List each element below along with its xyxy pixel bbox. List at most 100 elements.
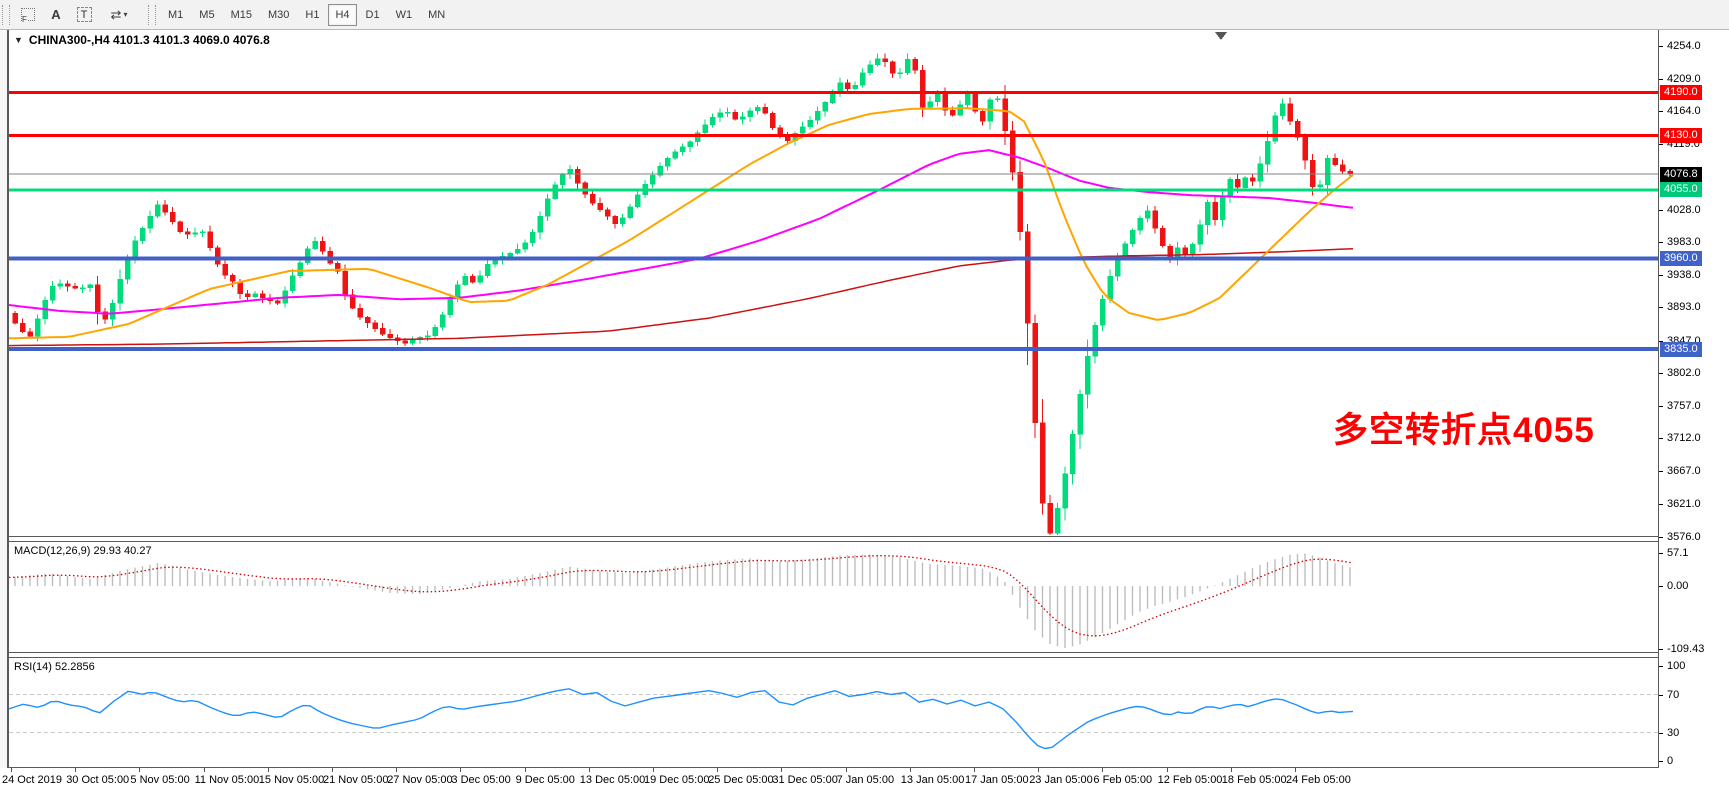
rsi-chart[interactable]	[9, 658, 1658, 767]
chart-symbol-header: ▼ CHINA300-,H4 4101.3 4101.3 4069.0 4076…	[14, 33, 270, 47]
date-tick	[909, 768, 911, 772]
price-tick-label-tick	[1659, 340, 1663, 342]
shift-marker-icon	[1215, 32, 1227, 40]
timeframe-button-h1[interactable]: H1	[305, 8, 320, 21]
price-tick-label-tick	[1659, 111, 1663, 113]
text-label-tool-icon[interactable]: T	[71, 3, 97, 27]
candles-group	[12, 53, 1353, 535]
timeframe-button-w1[interactable]: W1	[395, 8, 413, 21]
price-tick-label: 3712.0	[1667, 432, 1701, 445]
price-tick-label: 3621.0	[1667, 498, 1701, 511]
date-tick	[75, 768, 77, 772]
date-label: 9 Dec 05:00	[515, 774, 575, 786]
date-label: 17 Jan 05:00	[965, 774, 1029, 786]
rsi-line	[9, 688, 1354, 750]
rsi-indicator-label: RSI(14) 52.2856	[14, 661, 95, 673]
macd-tick-label: 0.00	[1667, 580, 1689, 592]
date-tick	[11, 768, 12, 772]
price-tick-label: 3893.0	[1667, 301, 1701, 314]
chart-toolbar: F A T ⇄ ▾ M1 M5 M15 M30 H1 H4 D1 W1 MN	[0, 0, 1729, 30]
candlestick-chart[interactable]	[9, 30, 1658, 535]
date-tick	[267, 768, 269, 772]
rsi-tick-label-tick	[1659, 694, 1663, 696]
price-badge-4055.0: 4055.0	[1660, 182, 1702, 198]
date-label: 13 Jan 05:00	[900, 774, 965, 786]
timeframe-button-m15[interactable]: M15	[230, 8, 252, 21]
date-tick	[1166, 768, 1168, 772]
date-label: 12 Feb 05:00	[1157, 774, 1223, 786]
macd-tick-label-tick	[1659, 586, 1663, 587]
price-tick-label: 3667.0	[1667, 464, 1701, 477]
toolbar-grip-handle-2[interactable]	[148, 4, 156, 25]
macd-tick-label-tick	[1659, 553, 1663, 555]
timeframe-button-d1[interactable]: D1	[365, 8, 380, 21]
date-label: 5 Nov 05:00	[130, 774, 190, 786]
price-tick-label: 4164.0	[1667, 105, 1701, 118]
text-label-box: T	[76, 7, 92, 22]
macd-chart[interactable]	[9, 542, 1658, 652]
date-label: 21 Nov 05:00	[323, 774, 389, 786]
timeframe-button-mn[interactable]: MN	[428, 8, 446, 21]
macd-indicator-pane[interactable]: MACD(12,26,9) 29.93 40.27	[9, 541, 1658, 653]
collapse-chart-icon[interactable]: ▼	[14, 35, 23, 45]
date-tick	[1295, 768, 1296, 772]
date-label: 11 Nov 05:00	[194, 774, 260, 786]
date-tick	[1230, 768, 1232, 772]
price-badge-3835.0: 3835.0	[1660, 341, 1702, 357]
price-tick-label-tick	[1659, 46, 1663, 47]
grid-icon-box: F	[21, 8, 35, 24]
price-tick-label-tick	[1659, 143, 1663, 145]
date-tick	[396, 768, 398, 772]
chevron-down-icon: ▾	[123, 10, 128, 19]
price-tick-label: 3983.0	[1667, 236, 1701, 249]
price-tick-label: 4028.0	[1667, 203, 1701, 216]
date-label: 30 Oct 05:00	[66, 774, 130, 786]
arrows-glyph: ⇄	[110, 6, 122, 22]
date-label: 3 Dec 05:00	[451, 774, 511, 786]
price-tick-label-tick	[1659, 242, 1663, 244]
price-axis[interactable]: 4254.0 4209.0 4164.0 4119.0 4028.0 3983.0 3938…	[1658, 30, 1729, 768]
date-label: 25 Dec 05:00	[708, 774, 774, 786]
price-tick-label-tick	[1659, 78, 1663, 80]
rsi-indicator-pane[interactable]: RSI(14) 52.2856	[9, 657, 1658, 768]
arrows-tool-icon[interactable]: ⇄ ▾	[99, 3, 139, 27]
price-tick-label-tick	[1659, 470, 1663, 472]
rsi-tick-label-tick	[1659, 732, 1663, 734]
price-tick-label: 4254.0	[1667, 40, 1701, 52]
price-tick-label: 4209.0	[1667, 72, 1701, 85]
date-label: 13 Dec 05:00	[579, 774, 646, 786]
rsi-tick-label-tick	[1659, 761, 1663, 762]
timeframe-button-h4[interactable]: H4	[328, 3, 357, 26]
timeframe-button-m30[interactable]: M30	[267, 8, 290, 21]
date-label: 15 Nov 05:00	[258, 774, 325, 786]
date-tick	[460, 768, 462, 772]
price-chart-pane[interactable]: ▼ CHINA300-,H4 4101.3 4101.3 4069.0 4076…	[9, 30, 1658, 537]
grid-icon[interactable]: F	[15, 3, 41, 27]
font-tool-icon[interactable]: A	[51, 7, 61, 22]
date-tick	[588, 768, 590, 772]
macd-tick-label-tick	[1659, 649, 1663, 651]
price-tick-label-tick	[1659, 438, 1663, 440]
date-tick	[845, 768, 847, 772]
price-badge-4076.8: 4076.8	[1660, 166, 1702, 182]
date-axis[interactable]: 24 Oct 2019 30 Oct 05:00 5 Nov 05:00 11 Nov…	[0, 768, 1729, 793]
date-tick	[653, 768, 654, 772]
price-tick-label-tick	[1659, 307, 1663, 309]
timeframe-button-group: M1 M5 M15 M30 H1 H4 D1 W1 MN	[160, 3, 453, 26]
price-tick-label-tick	[1659, 504, 1663, 506]
date-label: 23 Jan 05:00	[1029, 774, 1093, 786]
macd-tick-label: 57.1	[1667, 547, 1689, 560]
date-tick	[1038, 768, 1040, 772]
price-tick-label-tick	[1659, 405, 1663, 407]
timeframe-button-m1[interactable]: M1	[168, 8, 184, 21]
rsi-tick-label: 30	[1667, 726, 1680, 739]
ma-orange-line	[9, 107, 1354, 340]
timeframe-button-m5[interactable]: M5	[199, 8, 215, 21]
date-tick	[1102, 768, 1104, 772]
price-badge-3960.0: 3960.0	[1660, 251, 1702, 267]
toolbar-grip-handle[interactable]	[2, 4, 10, 25]
date-label: 19 Dec 05:00	[644, 774, 710, 786]
price-badge-4190.0: 4190.0	[1660, 84, 1702, 100]
rsi-tick-label: 0	[1667, 755, 1674, 767]
